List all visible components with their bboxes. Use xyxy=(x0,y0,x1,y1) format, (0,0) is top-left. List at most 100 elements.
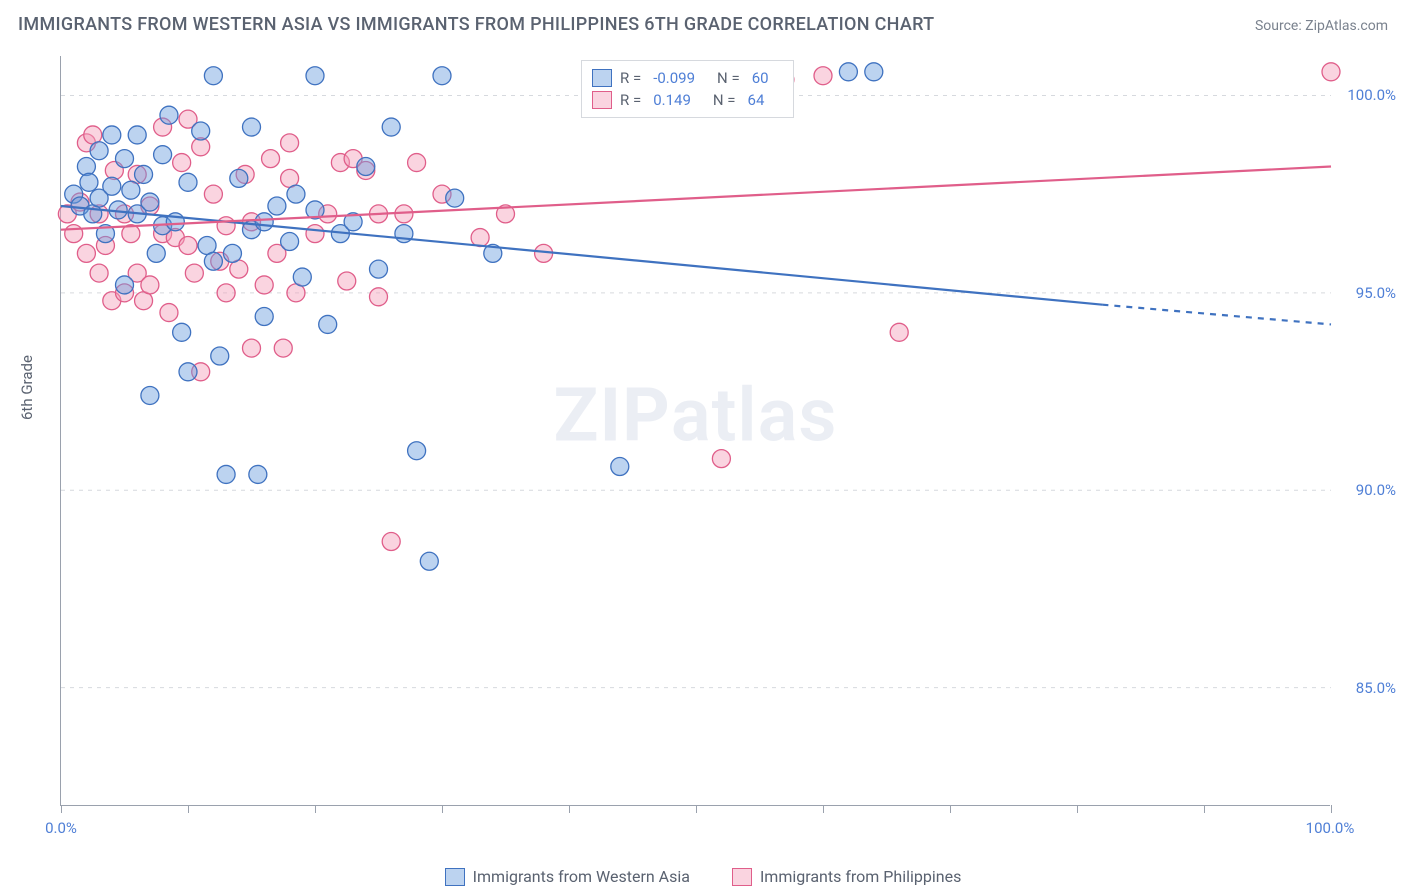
scatter-point xyxy=(357,158,375,176)
scatter-point xyxy=(116,150,134,168)
x-tick-label-left: 0.0% xyxy=(45,819,77,837)
r-label: R = xyxy=(620,69,641,87)
scatter-point xyxy=(306,67,324,85)
scatter-point xyxy=(1322,63,1340,81)
scatter-point xyxy=(192,122,210,140)
scatter-point xyxy=(433,67,451,85)
swatch-blue xyxy=(445,868,465,886)
scatter-point xyxy=(204,185,222,203)
legend-label-pink: Immigrants from Philippines xyxy=(760,867,961,886)
series-legend: Immigrants from Western Asia Immigrants … xyxy=(0,867,1406,886)
scatter-point xyxy=(255,308,273,326)
plot-area: ZIPatlas 85.0%90.0%95.0%100.0% 0.0% 100.… xyxy=(60,56,1330,806)
stats-legend: R = -0.099 N = 60 R = 0.149 N = 64 xyxy=(581,60,794,118)
scatter-point xyxy=(122,181,140,199)
scatter-point xyxy=(135,165,153,183)
scatter-point xyxy=(268,197,286,215)
scatter-point xyxy=(179,363,197,381)
y-axis-label: 6th Grade xyxy=(18,355,36,420)
y-tick-label: 85.0% xyxy=(1356,679,1396,697)
scatter-point xyxy=(262,150,280,168)
scatter-point xyxy=(287,185,305,203)
legend-item-pink: Immigrants from Philippines xyxy=(732,867,961,886)
scatter-point xyxy=(179,173,197,191)
chart-header: IMMIGRANTS FROM WESTERN ASIA VS IMMIGRAN… xyxy=(0,0,1406,41)
scatter-point xyxy=(103,177,121,195)
scatter-point xyxy=(173,154,191,172)
legend-label-blue: Immigrants from Western Asia xyxy=(473,867,690,886)
scatter-point xyxy=(249,465,267,483)
scatter-point xyxy=(408,154,426,172)
scatter-point xyxy=(446,189,464,207)
scatter-point xyxy=(141,386,159,404)
r-value-pink: 0.149 xyxy=(653,91,691,109)
scatter-point xyxy=(90,142,108,160)
legend-item-blue: Immigrants from Western Asia xyxy=(445,867,690,886)
scatter-point xyxy=(160,106,178,124)
x-tick xyxy=(315,805,316,813)
x-tick xyxy=(61,805,62,813)
n-label: N = xyxy=(713,91,736,109)
scatter-point xyxy=(223,244,241,262)
scatter-point xyxy=(116,276,134,294)
scatter-point xyxy=(90,264,108,282)
scatter-point xyxy=(147,244,165,262)
scatter-point xyxy=(319,315,337,333)
scatter-point xyxy=(839,63,857,81)
scatter-point xyxy=(211,347,229,365)
scatter-point xyxy=(611,458,629,476)
scatter-point xyxy=(370,260,388,278)
x-tick xyxy=(823,805,824,813)
scatter-point xyxy=(814,67,832,85)
scatter-point xyxy=(141,193,159,211)
chart-title: IMMIGRANTS FROM WESTERN ASIA VS IMMIGRAN… xyxy=(18,14,934,35)
plot-svg xyxy=(61,56,1330,805)
scatter-point xyxy=(128,126,146,144)
x-tick xyxy=(1204,805,1205,813)
swatch-blue xyxy=(592,69,612,87)
y-tick-label: 95.0% xyxy=(1356,284,1396,302)
scatter-point xyxy=(204,67,222,85)
scatter-point xyxy=(217,465,235,483)
scatter-point xyxy=(293,268,311,286)
chart-source: Source: ZipAtlas.com xyxy=(1255,18,1388,34)
scatter-point xyxy=(77,244,95,262)
x-tick xyxy=(442,805,443,813)
scatter-point xyxy=(173,323,191,341)
stats-row-blue: R = -0.099 N = 60 xyxy=(592,67,783,89)
scatter-point xyxy=(890,323,908,341)
scatter-point xyxy=(77,158,95,176)
scatter-point xyxy=(243,339,261,357)
scatter-point xyxy=(160,304,178,322)
r-value-blue: -0.099 xyxy=(653,69,695,87)
scatter-point xyxy=(65,225,83,243)
scatter-point xyxy=(204,252,222,270)
r-label: R = xyxy=(620,91,641,109)
scatter-point xyxy=(382,533,400,551)
swatch-pink xyxy=(732,868,752,886)
scatter-point xyxy=(243,118,261,136)
scatter-point xyxy=(281,233,299,251)
x-tick xyxy=(569,805,570,813)
stats-row-pink: R = 0.149 N = 64 xyxy=(592,89,783,111)
scatter-point xyxy=(338,272,356,290)
scatter-point xyxy=(712,450,730,468)
scatter-point xyxy=(255,276,273,294)
x-tick xyxy=(188,805,189,813)
scatter-point xyxy=(185,264,203,282)
scatter-point xyxy=(80,173,98,191)
n-value-pink: 64 xyxy=(748,91,765,109)
scatter-point xyxy=(230,169,248,187)
scatter-point xyxy=(865,63,883,81)
trend-line xyxy=(1102,305,1331,325)
n-label: N = xyxy=(717,69,740,87)
x-tick xyxy=(950,805,951,813)
scatter-point xyxy=(255,213,273,231)
scatter-point xyxy=(281,134,299,152)
scatter-point xyxy=(370,288,388,306)
scatter-point xyxy=(217,284,235,302)
scatter-point xyxy=(274,339,292,357)
scatter-point xyxy=(382,118,400,136)
y-tick-label: 100.0% xyxy=(1347,86,1396,104)
scatter-point xyxy=(306,225,324,243)
